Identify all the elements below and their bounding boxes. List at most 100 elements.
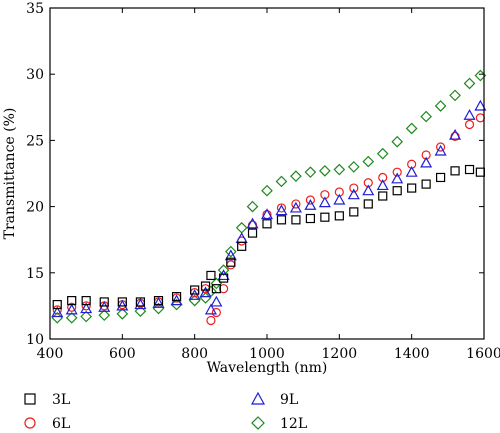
data-point-9L: [80, 302, 93, 314]
data-point-6L: [436, 142, 446, 152]
data-point-9L: [405, 165, 418, 177]
data-point-3L: [52, 299, 62, 310]
data-point-9L: [217, 269, 230, 281]
data-point-3L: [450, 166, 460, 176]
data-point-9L: [199, 286, 212, 298]
legend: 3L 6L 9L 12L: [24, 391, 307, 432]
data-point-9L: [134, 298, 147, 310]
data-point-3L: [99, 297, 109, 307]
data-point-3L: [378, 191, 388, 201]
data-point-12L: [116, 307, 129, 320]
data-point-12L: [362, 155, 375, 168]
series-12L: [51, 69, 487, 324]
data-point-12L: [80, 310, 93, 323]
series-3L: [52, 164, 485, 310]
x-tick-label: 800: [181, 346, 208, 362]
data-point-12L: [333, 163, 346, 176]
y-tick-label: 25: [26, 133, 44, 149]
data-point-6L: [81, 301, 91, 311]
data-point-3L: [436, 172, 446, 183]
data-point-3L: [211, 284, 221, 294]
x-tick-label: 1000: [249, 346, 285, 362]
data-point-6L: [305, 195, 315, 205]
data-point-12L: [170, 298, 183, 311]
data-point-9L: [362, 184, 375, 196]
data-point-12L: [405, 122, 418, 135]
data-point-6L: [291, 199, 301, 209]
data-point-12L: [376, 147, 389, 160]
data-point-12L: [449, 89, 461, 102]
data-point-3L: [363, 199, 373, 209]
data-point-9L: [210, 295, 223, 307]
data-point-12L: [65, 311, 78, 324]
data-point-12L: [319, 165, 331, 177]
data-point-3L: [392, 186, 402, 196]
data-point-3L: [67, 296, 77, 306]
legend-marker-3L: [24, 393, 36, 405]
legend-label-12L: 12L: [280, 416, 307, 432]
data-point-12L: [463, 77, 476, 90]
data-point-9L: [318, 196, 331, 208]
y-tick-label: 10: [26, 332, 44, 348]
data-point-9L: [98, 300, 111, 312]
data-point-6L: [464, 119, 475, 130]
data-point-12L: [261, 184, 273, 197]
data-point-6L: [392, 167, 402, 177]
y-tick-label: 30: [26, 67, 44, 83]
data-point-3L: [276, 215, 287, 225]
data-point-6L: [52, 305, 62, 315]
legend-label-6L: 6L: [52, 416, 70, 432]
data-point-3L: [247, 228, 258, 238]
data-point-3L: [226, 257, 236, 267]
legend-marker-12L: [251, 416, 265, 430]
x-tick-label: 600: [109, 346, 136, 362]
data-point-9L: [347, 188, 360, 200]
data-point-3L: [200, 281, 211, 291]
legend-marker-9L: [250, 391, 266, 405]
data-point-3L: [320, 212, 330, 222]
data-point-9L: [434, 144, 447, 156]
data-point-3L: [117, 297, 127, 307]
data-point-9L: [289, 201, 302, 213]
data-point-12L: [246, 200, 259, 213]
data-point-12L: [134, 305, 147, 318]
data-point-3L: [464, 164, 475, 175]
data-point-6L: [475, 113, 485, 123]
data-point-3L: [291, 215, 301, 225]
data-point-6L: [226, 260, 236, 270]
data-point-3L: [81, 296, 91, 306]
data-point-6L: [211, 307, 221, 318]
y-tick-label: 35: [26, 1, 44, 17]
data-point-6L: [349, 183, 359, 193]
data-point-12L: [304, 166, 317, 179]
data-point-12L: [391, 135, 404, 148]
data-point-3L: [421, 179, 431, 189]
axis-ticks: 400 600 800 1000 1200 1400 1600 10 15 20 25 30 35: [26, 1, 500, 362]
data-point-9L: [304, 199, 317, 210]
data-point-3L: [219, 273, 229, 283]
data-point-3L: [206, 270, 216, 281]
x-tick-label: 400: [37, 346, 64, 362]
data-point-9L: [275, 204, 288, 216]
data-point-9L: [260, 208, 274, 220]
data-point-3L: [349, 207, 359, 217]
data-point-6L: [206, 315, 216, 326]
y-axis-label: Transmittance (%): [2, 108, 18, 240]
data-marks: [51, 69, 487, 326]
data-point-3L: [135, 297, 146, 307]
plot-frame: [49, 7, 485, 340]
data-point-3L: [237, 241, 247, 251]
data-point-3L: [407, 183, 417, 193]
data-point-3L: [475, 167, 485, 177]
data-point-9L: [449, 128, 462, 140]
data-point-9L: [246, 217, 259, 229]
x-axis-label: Wavelength (nm): [207, 360, 328, 376]
data-point-9L: [474, 99, 487, 111]
legend-label-3L: 3L: [52, 392, 70, 408]
data-point-3L: [305, 213, 315, 224]
data-point-12L: [98, 309, 111, 322]
data-point-9L: [333, 193, 346, 205]
data-point-9L: [463, 109, 476, 120]
data-point-12L: [275, 175, 288, 188]
